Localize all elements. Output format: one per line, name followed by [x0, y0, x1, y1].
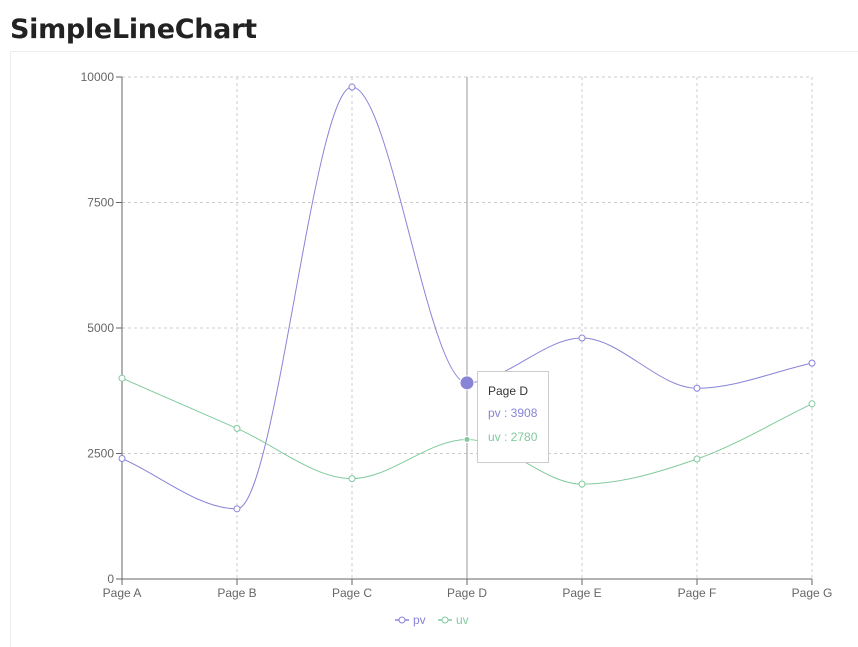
legend-item-uv[interactable]: uv [438, 613, 469, 627]
legend-marker-icon [441, 616, 449, 624]
tooltip-row-pv: pv : 3908 [488, 406, 538, 420]
x-tick-label: Page B [217, 586, 256, 600]
legend-label-uv: uv [456, 613, 469, 627]
data-point-uv [578, 480, 586, 488]
chart-tooltip: Page D pv : 3908 uv : 2780 [477, 371, 549, 463]
active-dot-pv [459, 375, 475, 391]
data-point-pv [233, 505, 241, 513]
data-point-uv [118, 374, 126, 382]
legend-label-pv: pv [413, 613, 426, 627]
data-point-uv [233, 424, 241, 432]
chart-legend: pv uv [395, 613, 469, 627]
series-line-pv [121, 86, 813, 510]
data-point-pv [808, 359, 816, 367]
chart-points [118, 83, 816, 513]
x-tick-label: Page D [447, 586, 487, 600]
legend-marker-icon [398, 616, 406, 624]
data-point-pv [348, 83, 356, 91]
x-tick-label: Page F [678, 586, 717, 600]
data-point-uv [693, 455, 701, 463]
active-dot-uv [463, 435, 471, 443]
tooltip-title: Page D [488, 384, 529, 398]
y-tick-label: 2500 [87, 447, 114, 461]
legend-item-pv[interactable]: pv [395, 613, 426, 627]
y-tick-label: 5000 [87, 321, 114, 335]
y-tick-label: 10000 [81, 70, 115, 84]
chart-panel [10, 51, 858, 647]
chart-axes: 0 2500 5000 7500 10000 Page A Page B Page C Page… [81, 70, 833, 600]
tooltip-row-uv: uv : 2780 [488, 430, 538, 444]
x-tick-label: Page E [562, 586, 601, 600]
data-point-pv [118, 455, 126, 463]
x-tick-label: Page C [332, 586, 372, 600]
x-tick-label: Page G [792, 586, 833, 600]
data-point-uv [808, 400, 816, 408]
y-tick-label: 7500 [87, 196, 114, 210]
data-point-pv [578, 334, 586, 342]
page-title: SimpleLineChart [10, 14, 257, 45]
x-tick-label: Page A [103, 586, 142, 600]
data-point-uv [348, 475, 356, 483]
data-point-pv [693, 384, 701, 392]
y-tick-label: 0 [107, 572, 114, 586]
